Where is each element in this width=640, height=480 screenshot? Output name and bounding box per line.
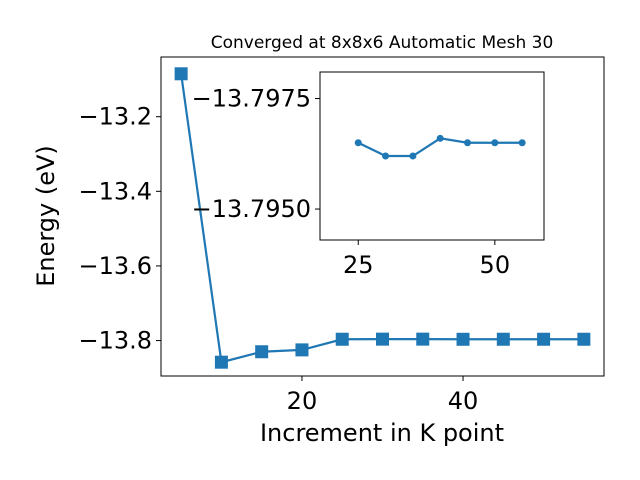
data-point (456, 332, 470, 346)
x-tick-label: 25 (343, 251, 374, 279)
y-tick-label: −13.8 (78, 327, 152, 355)
y-axis-label: Energy (eV) (32, 145, 60, 287)
data-point (537, 332, 551, 346)
x-tick-label: 40 (448, 387, 479, 415)
data-point (382, 152, 390, 160)
x-axis-label: Increment in K point (260, 419, 504, 447)
data-point (518, 139, 526, 147)
data-point (174, 67, 188, 81)
data-point (376, 332, 389, 346)
data-point (255, 345, 269, 359)
x-tick-label: 50 (480, 251, 511, 279)
main-plot-area (174, 67, 591, 369)
y-tick-label: −13.6 (78, 252, 152, 280)
y-tick-label: −13.7975 (192, 85, 311, 113)
data-point (295, 343, 309, 357)
inset-y-ticks: −13.7975 −13.7950 (192, 85, 320, 223)
data-point (354, 139, 362, 147)
data-point (214, 355, 228, 369)
main-y-ticks: −13.2 −13.4 −13.6 −13.8 (78, 103, 161, 355)
main-axes-frame (160, 56, 605, 377)
inset-axes-frame (319, 71, 545, 241)
data-point (409, 152, 417, 160)
x-tick-label: 20 (287, 387, 318, 415)
y-tick-label: −13.2 (78, 103, 152, 131)
inset-background (320, 72, 544, 240)
main-axes: Converged at 8x8x6 Automatic Mesh 30 20 4… (32, 33, 605, 447)
data-point (577, 332, 591, 346)
data-point (416, 332, 430, 346)
inset-x-ticks: 25 50 (343, 240, 510, 279)
data-point (335, 332, 349, 346)
y-tick-label: −13.7950 (192, 195, 311, 223)
inset-axes: 25 50 −13.7975 −13.7950 (192, 71, 545, 279)
data-point (491, 139, 499, 147)
data-point (436, 134, 444, 142)
data-point (496, 332, 510, 346)
y-tick-label: −13.4 (78, 177, 152, 205)
inset-plot-area (354, 134, 526, 160)
data-point (464, 139, 472, 147)
main-x-ticks: 20 40 (287, 376, 479, 415)
chart-title: Converged at 8x8x6 Automatic Mesh 30 (211, 33, 554, 53)
